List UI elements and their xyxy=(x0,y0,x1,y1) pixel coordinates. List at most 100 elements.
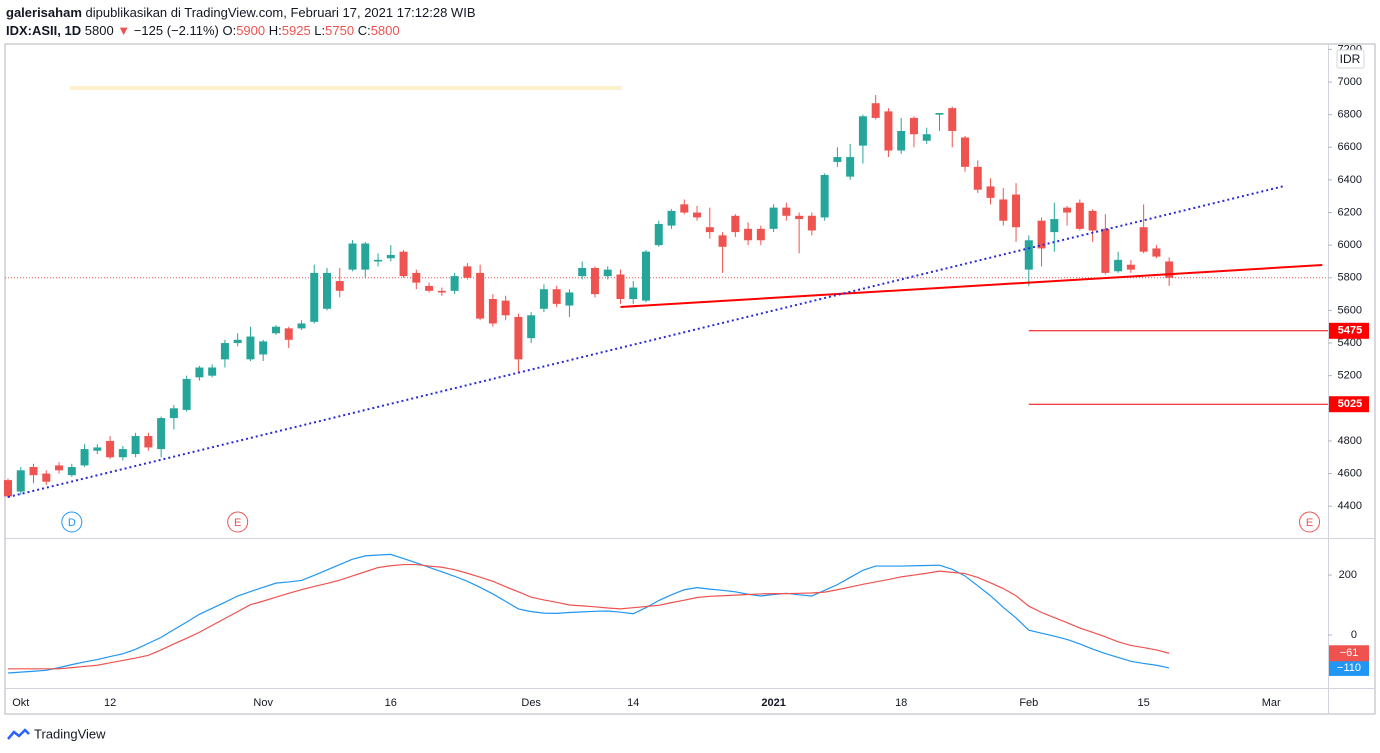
brand-logo xyxy=(7,728,30,740)
event-label: D xyxy=(68,517,76,529)
candle-body xyxy=(884,111,893,151)
value-tag xyxy=(1329,645,1369,662)
candle-body xyxy=(1126,264,1135,270)
candle-body xyxy=(386,254,395,259)
y2-tick-label: 200 xyxy=(1339,569,1357,581)
y-tick-label: 5600 xyxy=(1338,304,1362,316)
low: 5750 xyxy=(325,23,355,38)
candle-body xyxy=(399,251,408,277)
candle-body xyxy=(539,289,548,309)
candle-body xyxy=(667,210,676,226)
candle-body xyxy=(1165,261,1174,278)
y-tick-label: 5400 xyxy=(1338,337,1362,349)
close: 5800 xyxy=(370,23,400,38)
candle-body xyxy=(246,336,255,360)
candle-body xyxy=(527,315,536,339)
x-tick-label: Mar xyxy=(1262,697,1281,709)
published: dipublikasikan di TradingView.com, Febru… xyxy=(85,5,476,20)
candle-body xyxy=(182,378,191,410)
currency: IDR xyxy=(1340,52,1361,66)
candle-body xyxy=(1063,207,1072,213)
candle-body xyxy=(29,467,38,476)
candle-body xyxy=(909,117,918,135)
candle-body xyxy=(271,326,280,334)
candle-body xyxy=(846,157,855,177)
candle-body xyxy=(1088,210,1097,231)
candle-body xyxy=(603,269,612,277)
candle-body xyxy=(999,199,1008,221)
trendline xyxy=(7,185,1285,499)
plot: 4400460048005000520054005600580060006200… xyxy=(4,43,1369,709)
event-marker xyxy=(1299,511,1321,533)
candle-body xyxy=(654,223,663,246)
candle-body xyxy=(1037,220,1046,249)
candle-body xyxy=(488,298,497,324)
h-label: H: xyxy=(268,23,282,38)
candle-body xyxy=(208,367,217,376)
x-tick-label: 15 xyxy=(1138,697,1150,709)
candle-body xyxy=(16,470,25,492)
candle-body xyxy=(693,212,702,218)
value-label: −110 xyxy=(1337,662,1361,674)
candle-body xyxy=(629,287,638,299)
x-tick-label: 2021 xyxy=(761,697,785,709)
x-tick-label: Des xyxy=(521,697,541,709)
highlight xyxy=(70,86,622,90)
candle-body xyxy=(705,227,714,233)
author: galerisaham xyxy=(6,5,82,20)
candle-body xyxy=(552,289,561,304)
candle-body xyxy=(1050,219,1059,233)
y-tick-label: 6400 xyxy=(1338,174,1362,186)
candle-body xyxy=(948,108,957,131)
candle-body xyxy=(80,449,89,466)
trendline xyxy=(620,264,1323,308)
candle-body xyxy=(144,436,153,448)
candle-body xyxy=(4,480,12,497)
candle-body xyxy=(335,281,344,291)
currency-box xyxy=(1336,49,1365,69)
candle-body xyxy=(437,290,446,293)
y-tick-label: 4800 xyxy=(1338,435,1362,447)
candle-body xyxy=(55,465,64,471)
candle-body xyxy=(106,440,115,458)
y-tick-label: 4400 xyxy=(1338,500,1362,512)
candle-body xyxy=(986,186,995,198)
y-tick-label: 7000 xyxy=(1338,76,1362,88)
candle-body xyxy=(169,408,178,419)
candle-body xyxy=(578,267,587,277)
x-tick-label: 18 xyxy=(895,697,907,709)
x-tick-label: Okt xyxy=(12,697,29,709)
arrow: ▼ xyxy=(117,23,131,38)
x-tick-label: 16 xyxy=(385,697,397,709)
high: 5925 xyxy=(281,23,311,38)
candle-body xyxy=(718,235,727,247)
level-tag xyxy=(1329,396,1369,413)
candle-body xyxy=(42,473,51,482)
value-label: −61 xyxy=(1340,647,1359,659)
event-label: E xyxy=(1306,517,1313,529)
candle-body xyxy=(476,272,485,319)
open: 5900 xyxy=(236,23,266,38)
candle-body xyxy=(259,341,268,355)
brand: TradingView xyxy=(34,726,106,741)
candle-body xyxy=(195,367,204,378)
candle-body xyxy=(820,175,829,218)
x-tick-label: 14 xyxy=(627,697,639,709)
candle-body xyxy=(935,113,944,115)
event-label: E xyxy=(234,517,241,529)
candle-body xyxy=(680,204,689,213)
candle-body xyxy=(961,137,969,167)
candle-body xyxy=(118,449,127,458)
candle-body xyxy=(284,328,293,340)
candle-body xyxy=(897,130,906,151)
candle-body xyxy=(1152,248,1161,257)
candle-body xyxy=(744,228,753,241)
candle-body xyxy=(642,251,650,301)
y-tick-label: 6200 xyxy=(1338,206,1362,218)
y-tick-label: 6600 xyxy=(1338,141,1362,153)
level-tag xyxy=(1329,322,1369,339)
y-tick-label: 4600 xyxy=(1338,467,1362,479)
x-tick-label: Feb xyxy=(1019,697,1038,709)
candle-body xyxy=(310,272,319,322)
